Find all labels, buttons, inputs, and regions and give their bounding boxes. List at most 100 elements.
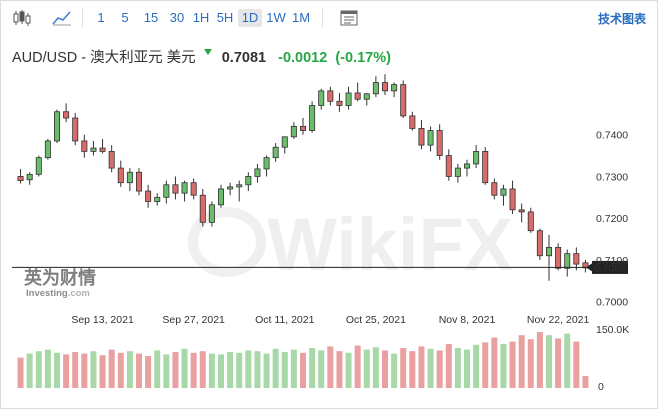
candle-body [564,253,571,269]
volume-bar [436,350,443,388]
candle [573,247,580,271]
candle-body [391,84,398,92]
chart-toolbar: 1 5 15 30 1H 5H 1D 1W 1M 技术图表 [0,0,656,36]
candle [208,201,215,227]
candle [108,145,115,173]
candle-body [436,130,443,156]
candle [54,109,61,144]
tech-chart-link[interactable]: 技术图表 [597,12,646,26]
candle-body [90,147,97,152]
x-axis: Sep 13, 2021 Sep 27, 2021 Oct 11, 2021 Oct … [71,314,589,326]
volume-bar [382,350,388,388]
indicator-list-icon[interactable] [336,6,362,30]
candles-layer [17,74,589,281]
candle [354,82,361,102]
candle [327,86,334,106]
candle-body [63,111,70,119]
volume-bar [54,352,60,388]
timeframe-1h[interactable]: 1H [192,10,210,25]
candle-body [546,246,553,257]
candlestick-icon[interactable] [10,6,36,30]
candle [500,184,507,206]
volume-bar [136,353,142,388]
volume-bar [418,346,425,388]
chart-canvas: WikiFX 英为财情 Investing.com 0.7082 0.74000… [12,74,629,393]
volume-bar [409,351,416,388]
candle [527,207,534,233]
candle [190,178,197,200]
candle [290,122,297,139]
x-tick-label: Oct 11, 2021 [255,314,315,326]
candle-body [445,155,452,177]
candle-body [409,115,416,129]
candle [99,138,106,154]
candle [409,111,416,131]
volume-bar [564,333,571,388]
candle-body [400,84,407,117]
candle-body [318,90,325,106]
candle [163,180,170,204]
candle-body [336,100,343,106]
candle-body [108,150,115,169]
volume-bar [227,352,234,388]
candle-body [363,93,370,100]
volume-bar [345,352,352,388]
candle [245,172,252,192]
candle [418,120,425,150]
x-tick-label: Nov 22, 2021 [527,314,590,326]
volume-bar [154,350,161,388]
volume-layer [17,332,589,388]
candle-body [327,90,334,102]
timeframe-5h[interactable]: 5H [216,10,234,25]
timeframe-1[interactable]: 1 [97,10,105,25]
volume-bar [90,351,97,388]
candle-body [509,188,516,211]
volume-bar [108,349,115,388]
area-chart-icon[interactable] [49,6,75,30]
candle [227,182,234,196]
candle [336,92,343,112]
candle-body [454,167,461,177]
timeframe-15[interactable]: 15 [143,10,159,25]
volume-bar [245,350,252,388]
candle [17,168,24,184]
candle-body [573,253,580,265]
volume-bar [363,349,370,388]
timeframe-1m[interactable]: 1M [291,10,311,25]
volume-bar [509,341,516,388]
candle [582,259,589,273]
candle [35,155,42,177]
candle-body [491,182,498,196]
candle [345,86,352,110]
volume-bar [99,355,106,388]
candle [445,149,452,181]
candle [63,103,70,123]
candle [400,80,407,118]
timeframe-5[interactable]: 5 [121,10,129,25]
volume-bar [254,351,261,388]
volume-bar [454,348,461,388]
candle [491,178,498,200]
timeframe-30[interactable]: 30 [169,10,185,25]
price-chart[interactable]: WikiFX 英为财情 Investing.com 0.7082 0.7400 0… [12,70,656,400]
volume-bar [536,332,543,388]
timeframe-1d[interactable]: 1D [238,9,262,27]
y-tick-label: 0.7000 [596,297,628,309]
candle-body [99,147,106,152]
candle [72,112,79,146]
volume-bar [464,349,470,388]
candle [199,188,206,227]
candle-body [272,146,279,159]
candle-body [81,140,88,152]
candle [90,140,97,156]
volume-bar [26,353,33,388]
candle [272,143,279,162]
candle-body [263,157,270,170]
timeframe-1w[interactable]: 1W [266,10,286,25]
candle [509,180,516,214]
candle [236,180,243,202]
toolbar-divider [322,8,323,28]
candle [299,118,306,135]
candle [217,184,224,208]
candle [454,163,461,183]
